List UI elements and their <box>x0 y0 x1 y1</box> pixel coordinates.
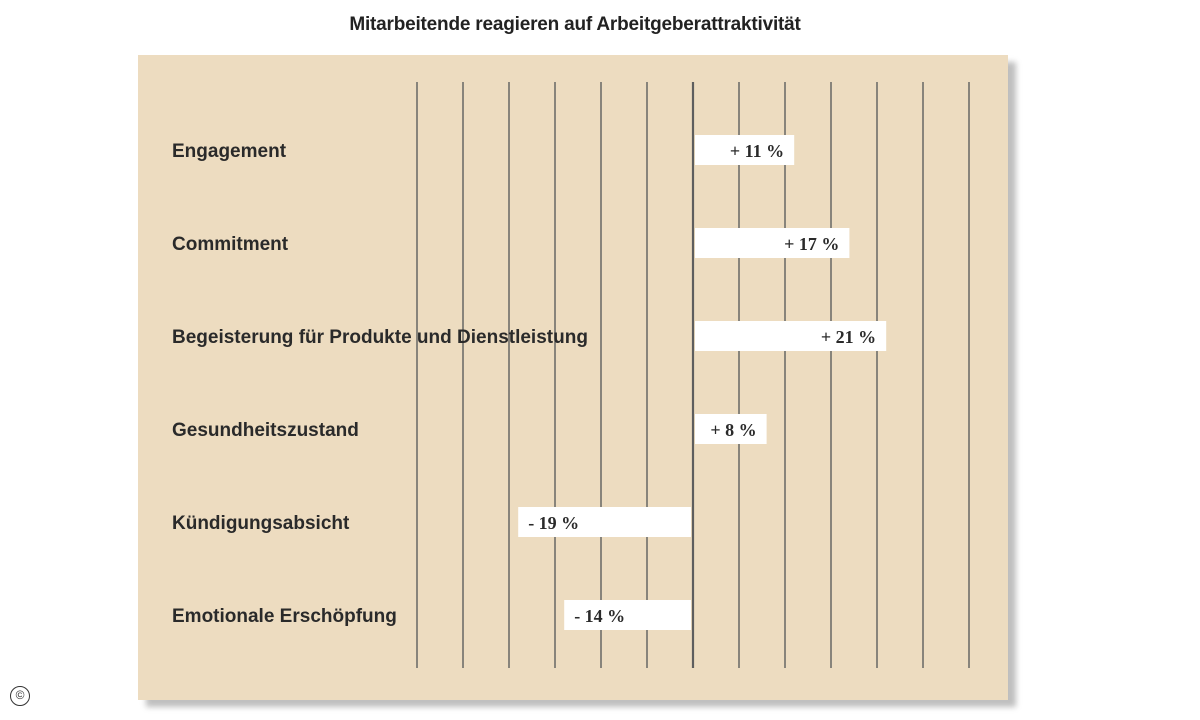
bar <box>695 321 887 351</box>
bar <box>695 135 795 165</box>
copyright-icon: © <box>10 686 30 706</box>
bar <box>695 414 767 444</box>
category-label: Gesundheitszustand <box>172 420 359 441</box>
bar <box>695 228 850 258</box>
data-label: + 21 % <box>821 327 876 347</box>
label-layer: Engagement + 11 % Commitment + 17 % Begeiste… <box>172 141 876 627</box>
category-label: Engagement <box>172 141 287 162</box>
data-label: + 17 % <box>784 234 839 254</box>
grid-layer <box>416 82 970 668</box>
data-label: + 11 % <box>730 141 784 161</box>
data-label: + 8 % <box>710 420 756 440</box>
bar <box>518 507 691 537</box>
data-label: - 14 % <box>574 606 625 626</box>
chart-title: Mitarbeitende reagieren auf Arbeitgebera… <box>349 14 801 35</box>
category-label: Kündigungsabsicht <box>172 513 350 534</box>
bar <box>564 600 691 630</box>
chart-panel <box>138 55 1008 700</box>
category-label: Emotionale Erschöpfung <box>172 606 397 627</box>
category-label: Commitment <box>172 234 289 255</box>
data-label: - 19 % <box>528 513 579 533</box>
category-label: Begeisterung für Produkte und Dienstleis… <box>172 327 588 348</box>
bar-layer <box>518 135 887 630</box>
